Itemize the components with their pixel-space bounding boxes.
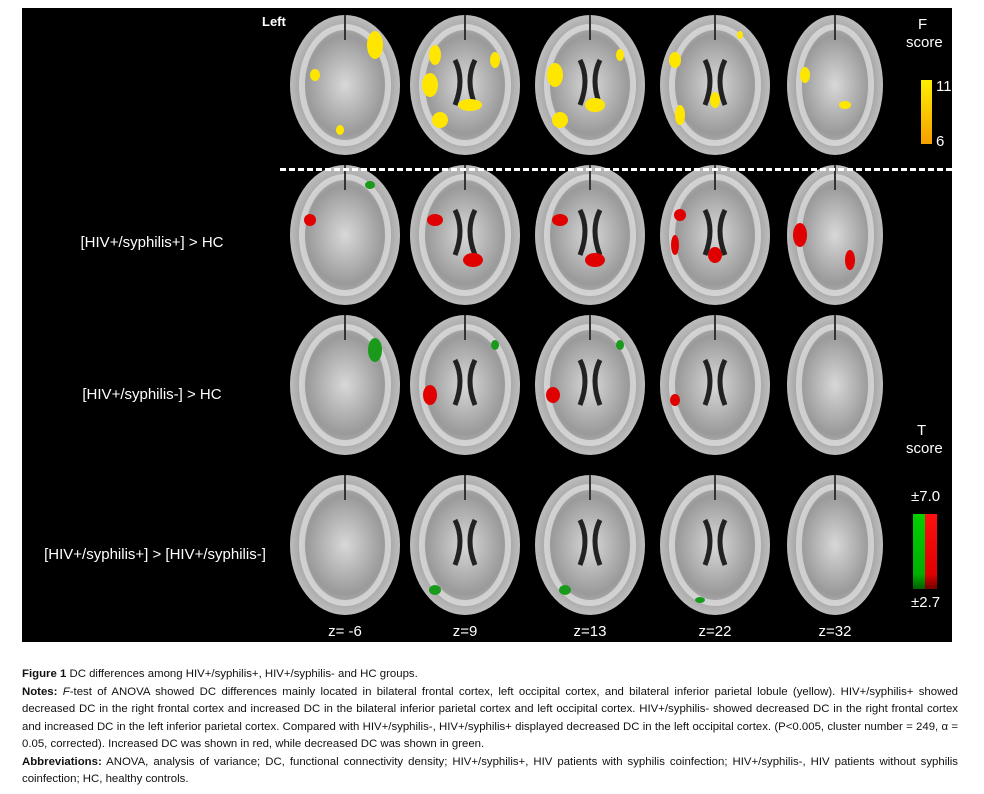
brain-slice [787, 475, 883, 615]
figure-panel: Left [HIV+/syphilis+] > HC [HIV+/syphili… [22, 8, 970, 642]
activation-cluster [491, 340, 499, 350]
activation-cluster [490, 52, 500, 68]
activation-cluster [546, 387, 560, 403]
ventricle [702, 518, 728, 566]
ventricle [702, 358, 728, 406]
notes-text: -test of ANOVA showed DC differences mai… [22, 685, 958, 751]
activation-cluster [616, 340, 624, 350]
ventricle [577, 208, 603, 256]
ventricle [577, 358, 603, 406]
f-min: 6 [936, 133, 945, 150]
slice-label: z=9 [452, 623, 478, 640]
activation-cluster [463, 253, 483, 267]
activation-cluster [423, 385, 437, 405]
ventricle [452, 208, 478, 256]
caption-title: DC differences among HIV+/syphilis+, HIV… [66, 668, 418, 680]
slice-label: z= -6 [328, 623, 362, 640]
brain-slice [290, 475, 400, 615]
activation-cluster [432, 112, 448, 128]
brain-slice [660, 315, 770, 455]
activation-cluster [671, 235, 679, 255]
brain-slices [290, 15, 883, 615]
activation-cluster [429, 45, 441, 65]
brain-slice [535, 475, 645, 615]
t-legend-title: T [917, 422, 927, 439]
notes-label: Notes: [22, 685, 58, 698]
activation-cluster [458, 99, 482, 111]
t-legend-title: score [906, 440, 943, 457]
slice-label: z=13 [573, 623, 607, 640]
brain-slice [535, 315, 645, 455]
activation-cluster [669, 52, 681, 68]
abbr-label: Abbreviations: [22, 755, 102, 768]
t-colorbar-decrease [913, 514, 925, 589]
brain-slice [787, 15, 883, 155]
activation-cluster [695, 597, 705, 603]
slice-label: z=32 [818, 623, 852, 640]
ventricle [577, 518, 603, 566]
activation-cluster [367, 31, 383, 59]
f-legend-title: F [918, 16, 928, 33]
slice-label: z=22 [698, 623, 732, 640]
brain-slice [410, 165, 520, 305]
row-label: [HIV+/syphilis+] > HC [80, 234, 224, 251]
brain-slice [660, 15, 770, 155]
activation-cluster [585, 253, 605, 267]
side-label: Left [262, 14, 286, 29]
brain-slice [660, 475, 770, 615]
activation-cluster [336, 125, 344, 135]
activation-cluster [675, 105, 685, 125]
activation-cluster [710, 92, 720, 108]
brain-slice [787, 165, 883, 305]
brain-slice [535, 165, 645, 305]
t-min: ±2.7 [911, 594, 941, 611]
activation-cluster [674, 209, 686, 221]
divider [280, 168, 970, 171]
activation-cluster [547, 63, 563, 87]
activation-cluster [422, 73, 438, 97]
activation-cluster [552, 214, 568, 226]
ventricle [702, 208, 728, 256]
activation-cluster [708, 247, 722, 263]
caption-title-label: Figure 1 [22, 668, 67, 680]
abbr-text: ANOVA, analysis of variance; DC, functio… [22, 755, 958, 786]
activation-cluster [552, 112, 568, 128]
activation-cluster [427, 214, 443, 226]
brain-slice [290, 165, 400, 305]
activation-cluster [793, 223, 807, 247]
brain-slice [410, 315, 520, 455]
row-label: [HIV+/syphilis-] > HC [82, 386, 222, 403]
row-label: [HIV+/syphilis+] > [HIV+/syphilis-] [44, 546, 266, 563]
activation-cluster [585, 98, 605, 112]
activation-cluster [737, 31, 743, 39]
brain-slice [410, 475, 520, 615]
ventricle [702, 58, 728, 106]
activation-cluster [616, 49, 624, 61]
notes-f: F [57, 685, 70, 698]
figure-caption: Figure 1 DC differences among HIV+/syphi… [22, 666, 958, 789]
f-legend-title: score [906, 34, 943, 51]
activation-cluster [368, 338, 382, 362]
t-max: ±7.0 [911, 488, 941, 505]
activation-cluster [670, 394, 680, 406]
f-max: 11 [936, 78, 952, 95]
activation-cluster [845, 250, 855, 270]
brain-slice [660, 165, 770, 305]
brain-slice [787, 315, 883, 455]
activation-cluster [310, 69, 320, 81]
activation-cluster [800, 67, 810, 83]
ventricle [452, 518, 478, 566]
t-colorbar-increase [925, 514, 937, 589]
ventricle [452, 358, 478, 406]
f-colorbar [921, 80, 932, 144]
activation-cluster [559, 585, 571, 595]
activation-cluster [304, 214, 316, 226]
activation-cluster [839, 101, 851, 109]
activation-cluster [429, 585, 441, 595]
activation-cluster [365, 181, 375, 189]
